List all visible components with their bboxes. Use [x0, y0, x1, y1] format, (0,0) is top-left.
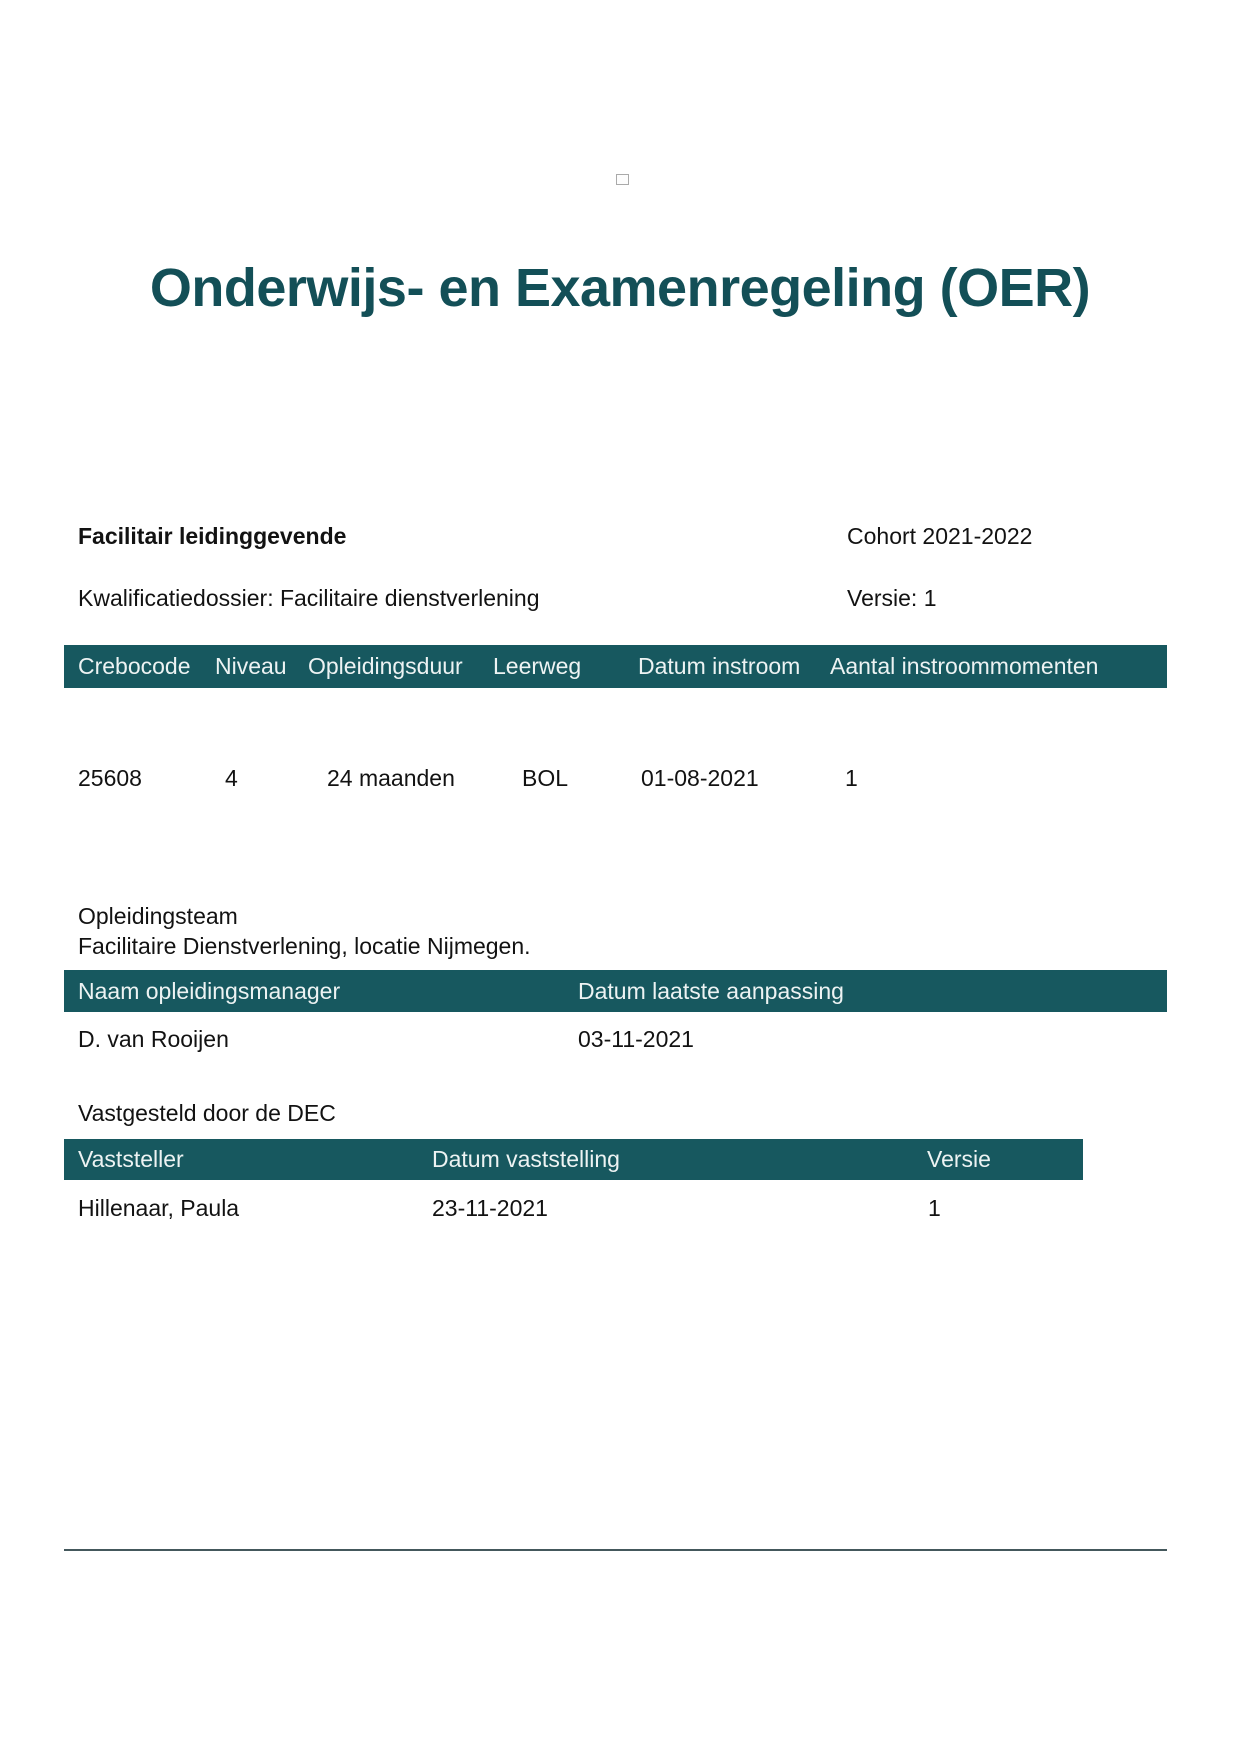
- cell-versie: 1: [928, 1195, 941, 1221]
- crebo-table-row: 25608 4 24 maanden BOL 01-08-2021 1: [64, 764, 1167, 792]
- cell-datum-vaststelling: 23-11-2021: [432, 1195, 548, 1221]
- vaststelling-table-header: Vaststeller Datum vaststelling Versie: [64, 1139, 1083, 1180]
- versie-label: Versie: 1: [847, 585, 937, 611]
- cell-datum-instroom: 01-08-2021: [641, 765, 759, 791]
- header-cell-crebocode: Crebocode: [78, 653, 191, 679]
- document-title: Onderwijs- en Examenregeling (OER): [149, 258, 1091, 318]
- cell-datum-laatste-aanpassing: 03-11-2021: [578, 1026, 694, 1052]
- manager-table-row: D. van Rooijen 03-11-2021: [64, 1025, 1167, 1053]
- manager-table-header: Naam opleidingsmanager Datum laatste aan…: [64, 970, 1167, 1012]
- cell-opleidingsduur: 24 maanden: [327, 765, 455, 791]
- header-cell-aantal-instroommomenten: Aantal instroommomenten: [830, 653, 1099, 679]
- cell-vaststeller: Hillenaar, Paula: [78, 1195, 240, 1221]
- header-cell-versie: Versie: [927, 1146, 991, 1172]
- cell-aantal-instroommomenten: 1: [845, 765, 858, 791]
- cell-crebocode: 25608: [78, 765, 142, 791]
- cohort-label: Cohort 2021-2022: [847, 523, 1033, 549]
- header-cell-leerweg: Leerweg: [493, 653, 582, 679]
- team-heading: Opleidingsteam: [78, 903, 238, 929]
- vaststelling-table-row: Hillenaar, Paula 23-11-2021 1: [64, 1194, 1167, 1222]
- header-cell-niveau: Niveau: [215, 653, 287, 679]
- header-cell-vaststeller: Vaststeller: [78, 1146, 184, 1172]
- missing-image-placeholder-icon: [616, 174, 629, 185]
- team-subheading: Facilitaire Dienstverlening, locatie Nij…: [78, 933, 531, 959]
- header-cell-opleidingsduur: Opleidingsduur: [308, 653, 463, 679]
- header-cell-datum-vaststelling: Datum vaststelling: [432, 1146, 620, 1172]
- dossier-label: Kwalificatiedossier: Facilitaire dienstv…: [78, 585, 540, 611]
- dec-heading: Vastgesteld door de DEC: [78, 1100, 336, 1126]
- crebo-table-header: Crebocode Niveau Opleidingsduur Leerweg …: [64, 645, 1167, 688]
- meta-row-program: Facilitair leidinggevende Cohort 2021-20…: [64, 522, 1167, 550]
- header-cell-datum-laatste-aanpassing: Datum laatste aanpassing: [578, 978, 844, 1004]
- cell-niveau: 4: [225, 765, 238, 791]
- header-cell-naam-opleidingsmanager: Naam opleidingsmanager: [78, 978, 341, 1004]
- footer-divider: [64, 1549, 1167, 1551]
- header-cell-datum-instroom: Datum instroom: [638, 653, 801, 679]
- cell-leerweg: BOL: [522, 765, 569, 791]
- program-name: Facilitair leidinggevende: [78, 523, 347, 549]
- meta-row-dossier: Kwalificatiedossier: Facilitaire dienstv…: [64, 584, 1167, 612]
- cell-naam-opleidingsmanager: D. van Rooijen: [78, 1026, 229, 1052]
